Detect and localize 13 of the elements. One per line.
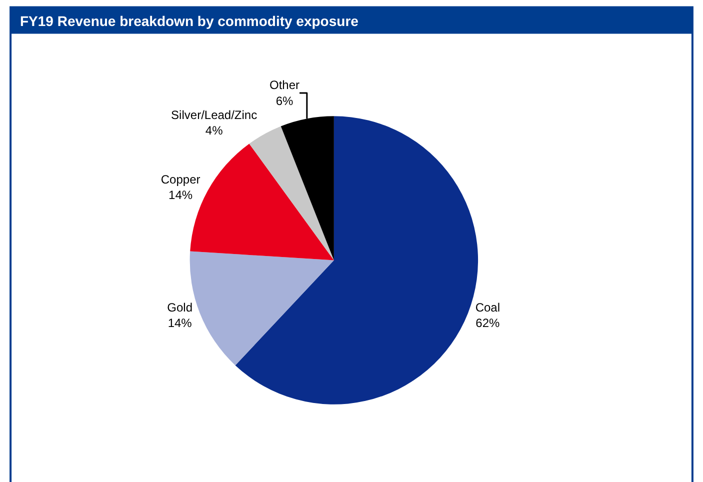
data-label: 14% bbox=[168, 188, 193, 202]
pie-slice bbox=[190, 251, 334, 366]
chart-title: FY19 Revenue breakdown by commodity exposure bbox=[20, 13, 359, 29]
data-label: 14% bbox=[168, 316, 192, 330]
pie-slice bbox=[249, 126, 334, 260]
slice-label: Other bbox=[270, 78, 300, 92]
slice-label: Silver/Lead/Zinc bbox=[171, 108, 258, 122]
slice-label: Gold bbox=[167, 300, 193, 315]
slice-label: Copper bbox=[160, 172, 200, 187]
data-label: 6% bbox=[276, 94, 294, 108]
data-label: 62% bbox=[476, 316, 500, 330]
data-label: 4% bbox=[205, 123, 224, 138]
slice-label: Coal bbox=[475, 300, 500, 315]
